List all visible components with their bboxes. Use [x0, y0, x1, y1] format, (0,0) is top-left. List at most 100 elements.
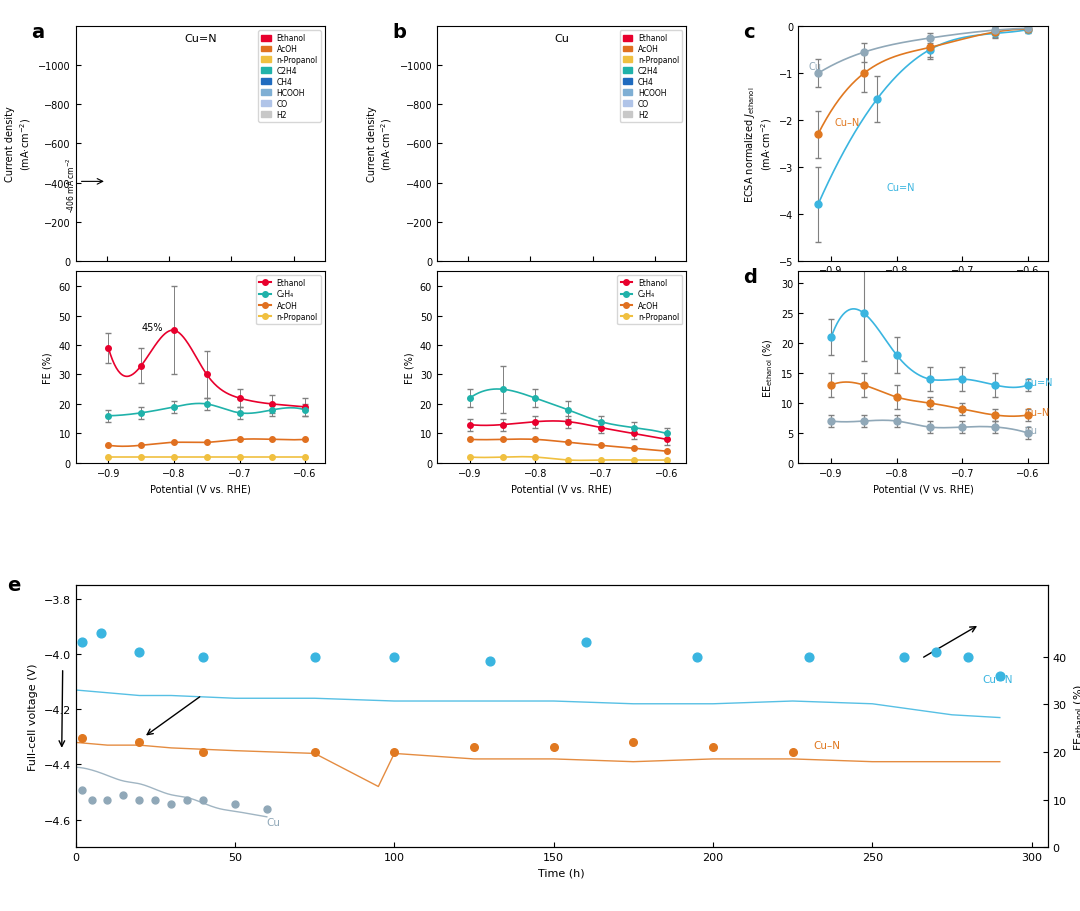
Point — [959, 650, 976, 664]
Bar — [638, 273, 672, 288]
X-axis label: Potential (V vs. RHE): Potential (V vs. RHE) — [873, 281, 973, 292]
Point — [227, 797, 244, 812]
X-axis label: Potential (V vs. RHE): Potential (V vs. RHE) — [150, 484, 251, 494]
Bar — [513, 349, 548, 364]
Text: Cu–N: Cu–N — [813, 740, 840, 750]
X-axis label: Potential (V vs. RHE): Potential (V vs. RHE) — [873, 484, 973, 494]
Bar — [152, 399, 186, 403]
Bar — [214, 261, 248, 277]
Bar — [276, 261, 311, 269]
Point — [194, 650, 212, 664]
Bar — [513, 374, 548, 386]
Bar — [90, 460, 124, 464]
X-axis label: Potential (V vs. RHE): Potential (V vs. RHE) — [511, 484, 612, 494]
Bar — [451, 465, 485, 484]
Point — [83, 793, 100, 807]
Point — [545, 740, 563, 754]
Point — [895, 650, 913, 664]
Bar — [276, 290, 311, 300]
Bar — [276, 269, 311, 276]
Bar — [214, 304, 248, 315]
Text: e: e — [8, 575, 21, 594]
Point — [688, 650, 705, 664]
Text: d: d — [743, 268, 757, 287]
Bar — [576, 322, 610, 327]
Point — [784, 745, 801, 760]
Text: Cu: Cu — [554, 35, 569, 45]
Bar — [451, 261, 485, 330]
Point — [386, 650, 403, 664]
Bar — [513, 399, 548, 415]
Bar — [638, 300, 672, 301]
Bar — [576, 310, 610, 314]
Bar — [276, 280, 311, 282]
Point — [991, 669, 1009, 683]
Point — [131, 793, 148, 807]
Point — [114, 788, 132, 803]
Point — [147, 793, 164, 807]
Point — [194, 745, 212, 760]
X-axis label: Time (h): Time (h) — [538, 867, 585, 877]
Bar — [152, 413, 186, 482]
Bar — [513, 388, 548, 399]
Bar — [152, 302, 186, 341]
Bar — [276, 276, 311, 280]
Bar — [214, 277, 248, 292]
Bar — [513, 386, 548, 388]
Bar — [638, 261, 672, 273]
Y-axis label: FE$_\mathrm{ethanol}$ (%): FE$_\mathrm{ethanol}$ (%) — [1072, 683, 1080, 750]
Bar — [152, 370, 186, 399]
Bar — [638, 292, 672, 295]
Legend: Ethanol, AcOH, n-Propanol, C2H4, CH4, HCOOH, CO, H2: Ethanol, AcOH, n-Propanol, C2H4, CH4, HC… — [258, 31, 321, 122]
Text: b: b — [392, 23, 406, 42]
Bar — [214, 292, 248, 300]
Text: Cu=N: Cu=N — [982, 674, 1013, 684]
Bar — [638, 303, 672, 310]
Point — [482, 654, 499, 669]
Text: c: c — [743, 23, 755, 42]
Bar — [276, 282, 311, 287]
Bar — [152, 341, 186, 359]
Point — [73, 635, 91, 650]
Point — [386, 745, 403, 760]
Text: a: a — [30, 23, 44, 42]
Bar — [214, 315, 248, 316]
Bar — [576, 279, 610, 302]
Bar — [276, 288, 311, 290]
Text: Cu–N: Cu–N — [835, 118, 860, 128]
Y-axis label: Current density
(mA·cm$^{-2}$): Current density (mA·cm$^{-2}$) — [367, 107, 394, 182]
Y-axis label: ECSA normalized $J_\mathrm{ethanol}$
(mA·cm$^{-2}$): ECSA normalized $J_\mathrm{ethanol}$ (mA… — [743, 87, 773, 202]
Bar — [513, 299, 548, 349]
Bar — [90, 425, 124, 460]
Bar — [90, 476, 124, 555]
Point — [178, 793, 195, 807]
Y-axis label: Full-cell voltage (V): Full-cell voltage (V) — [28, 662, 38, 770]
Bar — [451, 453, 485, 465]
Point — [800, 650, 818, 664]
Y-axis label: Current density
(mA·cm$^{-2}$): Current density (mA·cm$^{-2}$) — [5, 107, 32, 182]
Legend: Ethanol, C₂H₄, AcOH, n-Propanol: Ethanol, C₂H₄, AcOH, n-Propanol — [618, 276, 683, 324]
Point — [73, 783, 91, 797]
Bar — [90, 343, 124, 394]
Text: Cu=N: Cu=N — [1025, 378, 1053, 388]
Bar — [152, 403, 186, 413]
Text: -406 mA cm$^{-2}$: -406 mA cm$^{-2}$ — [65, 158, 78, 213]
Bar — [576, 321, 610, 322]
Point — [624, 735, 642, 750]
Text: 45%: 45% — [141, 322, 163, 333]
Bar — [214, 316, 248, 321]
Bar — [638, 301, 672, 303]
Point — [704, 740, 721, 754]
Bar — [513, 364, 548, 374]
Bar — [451, 449, 485, 453]
Point — [99, 793, 117, 807]
Bar — [451, 425, 485, 435]
Point — [465, 740, 483, 754]
Point — [194, 793, 212, 807]
Bar — [576, 261, 610, 279]
Bar — [90, 413, 124, 425]
Text: Cu: Cu — [808, 61, 821, 71]
Text: Cu: Cu — [267, 817, 281, 827]
Bar — [513, 261, 548, 299]
Point — [577, 635, 594, 650]
